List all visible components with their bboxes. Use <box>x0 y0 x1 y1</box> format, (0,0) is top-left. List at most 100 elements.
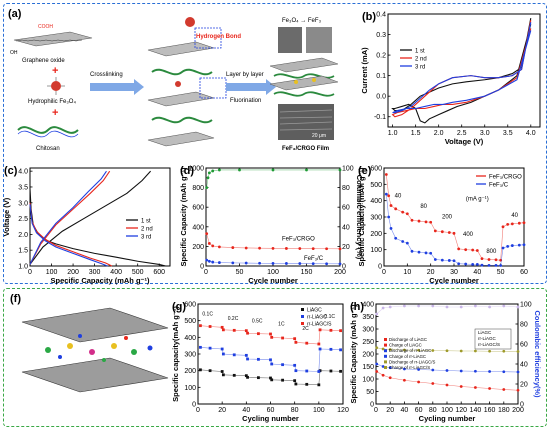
data-point-g <box>221 328 225 332</box>
legend-label-b: 1 st <box>415 49 425 55</box>
rate-label-e: 800 <box>486 249 497 255</box>
data-point-e <box>405 212 409 216</box>
data-point-e <box>389 204 393 207</box>
fe3o4-particle-icon <box>47 77 65 95</box>
data-point-e <box>517 243 521 247</box>
data-point-g <box>220 325 224 329</box>
data-point-e <box>447 259 451 262</box>
legend-swatch-g <box>301 308 304 311</box>
data-point-h <box>431 349 435 352</box>
chart-d: (d)0 50 100 150 2000200400600800100002040608… <box>179 165 364 285</box>
legend2-label-h: rr-LiAGC/S <box>478 342 500 347</box>
data-point-g <box>281 336 284 340</box>
y-tick-label-c: 3.0 <box>18 200 28 207</box>
data-point-h <box>375 312 379 316</box>
data-point-g <box>221 352 225 356</box>
x-tick-label-b: 2.5 <box>457 130 467 137</box>
chart-h: (h)0 20 40 60 80 100 120 140 160 180 2000501001502… <box>349 301 542 423</box>
y-tick-label-h: 200 <box>362 352 374 359</box>
y-tick-label-e: 300 <box>370 215 382 222</box>
data-point-h <box>445 369 449 372</box>
legend-label-c: 2 nd <box>141 227 153 233</box>
rate-label-g: 0.1C <box>202 312 213 318</box>
series-line-c <box>29 204 108 267</box>
data-point-g <box>293 337 297 341</box>
data-point-g <box>244 374 248 378</box>
series-line-h <box>376 371 519 391</box>
data-point-h <box>417 348 420 352</box>
x-tick-label-e: 40 <box>473 269 481 276</box>
data-point-e <box>464 248 468 252</box>
data-point-g <box>293 379 297 383</box>
data-point-h <box>417 368 420 371</box>
data-point-d <box>285 247 288 250</box>
lithium-ion-particles-icon <box>45 334 153 362</box>
data-point-g <box>232 353 236 357</box>
data-point-e <box>501 246 505 250</box>
x-tick-label-g: 40 <box>242 407 250 414</box>
bottom-panel-frame <box>3 288 547 427</box>
conversion-label: Fe₃O₄ → FeF₃ <box>282 18 322 24</box>
data-point-g <box>294 382 298 386</box>
data-point-d <box>238 168 241 172</box>
x-tick-label-b: 1.0 <box>388 130 398 137</box>
legend-swatch-g <box>301 322 304 325</box>
data-point-e <box>517 221 521 225</box>
y-tick-label-c: 1.5 <box>18 248 28 255</box>
y-tick-label-d: 400 <box>192 224 204 231</box>
annotation-d: FeF₃/CRGO <box>282 237 315 243</box>
data-point-g <box>317 342 321 346</box>
data-point-h <box>431 304 435 308</box>
data-point-e <box>387 215 391 219</box>
x-axis-label-c: Specific Capacity (mAh g⁻¹) <box>51 276 150 285</box>
data-point-d <box>298 247 302 250</box>
data-point-e <box>506 222 510 226</box>
data-point-e <box>387 194 391 198</box>
data-point-g <box>220 370 224 373</box>
graphene-layer-icon <box>21 307 169 393</box>
legend-swatch-h <box>384 338 387 341</box>
y-tick-label-h: 350 <box>362 314 374 321</box>
data-point-e <box>487 258 491 261</box>
data-point-e <box>510 244 514 247</box>
legend-label-b: 3 rd <box>415 65 425 71</box>
data-point-e <box>494 258 498 262</box>
y-tick-label-e: 200 <box>370 231 382 238</box>
legend-label-g: rr-LiAGC <box>307 315 327 321</box>
legend2-label-h: LiAGC <box>478 330 492 335</box>
y-tick-label-b: 0.2 <box>376 53 386 60</box>
plot-frame-c <box>29 167 171 267</box>
x-tick-label-b: 3.5 <box>503 130 513 137</box>
data-point-d <box>271 168 275 172</box>
y-tick-label-c: 1.0 <box>18 264 28 271</box>
data-point-g <box>281 378 284 382</box>
legend-label-c: 1 st <box>141 219 151 225</box>
y-tick-label-c: 2.0 <box>18 232 28 239</box>
film-label: FeF₃/CRGO Film <box>282 146 329 152</box>
data-point-g <box>270 378 274 382</box>
x-tick-label-e: 10 <box>403 269 411 276</box>
y-tick-label-g: 200 <box>184 368 196 375</box>
y-tick-label-e: 100 <box>370 247 382 254</box>
data-point-h <box>516 305 520 309</box>
data-point-h <box>516 370 520 374</box>
y-tick-label-g: 500 <box>184 318 196 325</box>
data-point-e <box>405 241 409 245</box>
data-point-g <box>208 369 212 373</box>
data-point-e <box>410 218 414 222</box>
data-point-h <box>403 348 406 352</box>
y-tick-label-b: 0.3 <box>376 32 386 39</box>
x-tick-label-d: 0 <box>204 269 208 276</box>
top-panel-frame <box>3 3 547 284</box>
data-point-g <box>269 358 272 362</box>
data-point-d <box>285 262 288 265</box>
data-point-d <box>218 245 221 249</box>
legend-label-e: FeF₃/C <box>489 183 509 189</box>
data-point-e <box>447 231 451 234</box>
data-point-d <box>271 261 275 265</box>
y-tick-label-e: 500 <box>370 182 382 189</box>
data-point-e <box>475 249 479 252</box>
rate-label-e: 400 <box>463 232 474 238</box>
x-tick-label-c: 400 <box>110 269 122 276</box>
